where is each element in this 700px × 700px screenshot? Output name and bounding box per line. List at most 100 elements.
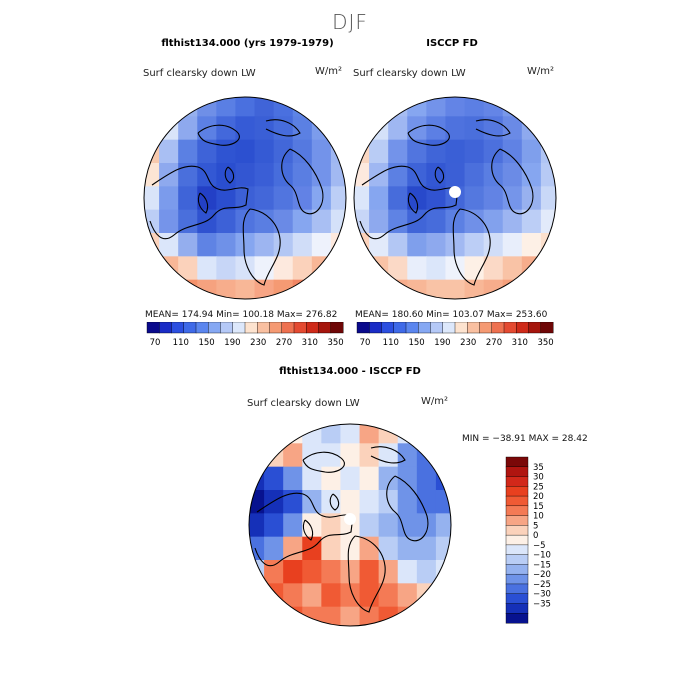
map-cell bbox=[311, 209, 332, 234]
map-cell bbox=[397, 606, 418, 626]
coastline bbox=[407, 192, 419, 214]
map-cell bbox=[254, 186, 275, 211]
map-cell bbox=[283, 583, 303, 608]
map-cell bbox=[426, 116, 447, 141]
map-cell bbox=[521, 279, 542, 299]
map-cell bbox=[249, 466, 265, 491]
coastline bbox=[386, 475, 429, 542]
colorbar-swatch bbox=[491, 322, 505, 334]
colorbar-swatch bbox=[244, 322, 258, 334]
coastline bbox=[370, 446, 406, 464]
map-cell bbox=[426, 279, 447, 299]
map-cell bbox=[407, 209, 427, 234]
map-cell bbox=[388, 209, 408, 234]
map-cell bbox=[249, 424, 265, 444]
colorbar-label: 25 bbox=[533, 482, 544, 492]
map-cell bbox=[369, 139, 389, 164]
map-cell bbox=[330, 97, 346, 117]
colorbar-swatch bbox=[505, 544, 529, 556]
colorbar-swatch bbox=[505, 583, 529, 595]
map-cell bbox=[283, 424, 303, 444]
map-cell bbox=[321, 424, 342, 444]
map-cell bbox=[445, 279, 466, 299]
map-cell bbox=[397, 513, 418, 538]
map-cell bbox=[197, 139, 217, 164]
map-cell bbox=[216, 256, 237, 281]
map-cell bbox=[464, 139, 485, 164]
map-cell bbox=[283, 513, 303, 538]
map-cell bbox=[254, 279, 275, 299]
map-cell bbox=[521, 139, 542, 164]
map-cell bbox=[369, 256, 389, 281]
season-title: DJF bbox=[332, 10, 368, 34]
map-cell bbox=[292, 233, 313, 257]
colorbar-swatch bbox=[257, 322, 271, 334]
colorbar-label: −5 bbox=[533, 541, 546, 551]
map-cell bbox=[407, 256, 427, 281]
map-cell bbox=[235, 116, 256, 141]
panel-1-title: flthist134.000 (yrs 1979-1979) bbox=[161, 38, 334, 49]
map-cell bbox=[369, 209, 389, 234]
map-cell bbox=[292, 279, 313, 299]
map-cell bbox=[540, 139, 556, 164]
map-cell bbox=[159, 186, 179, 211]
panel-1-stats: MEAN= 174.94 Min= 100.18 Max= 276.82 bbox=[145, 310, 338, 320]
colorbar-label: 110 bbox=[383, 338, 399, 348]
map-cell bbox=[292, 209, 313, 234]
panel-3-polar-map bbox=[248, 423, 452, 627]
map-cell bbox=[378, 560, 399, 584]
colorbar-swatch bbox=[306, 322, 320, 334]
map-cell bbox=[359, 606, 380, 626]
map-cell bbox=[378, 466, 399, 491]
map-cell bbox=[216, 186, 237, 211]
map-cell bbox=[540, 186, 556, 211]
map-cell bbox=[264, 513, 284, 538]
panel-3-title: flthist134.000 - ISCCP FD bbox=[279, 366, 421, 377]
colorbar-swatch bbox=[528, 322, 542, 334]
colorbar-swatch bbox=[281, 322, 295, 334]
map-cell bbox=[216, 97, 237, 117]
map-cell bbox=[144, 163, 160, 187]
colorbar-swatch bbox=[220, 322, 234, 334]
panel-3-stats: MIN = −38.91 MAX = 28.42 bbox=[462, 434, 588, 444]
map-cell bbox=[435, 466, 451, 491]
map-cell bbox=[159, 279, 179, 299]
map-cell bbox=[178, 209, 198, 234]
map-cell bbox=[407, 139, 427, 164]
coastline bbox=[197, 124, 240, 146]
map-cell bbox=[302, 443, 322, 468]
colorbar-swatch bbox=[171, 322, 185, 334]
map-cell bbox=[521, 256, 542, 281]
map-cell bbox=[178, 279, 198, 299]
map-cell bbox=[159, 97, 179, 117]
map-cell bbox=[321, 536, 342, 561]
map-cell bbox=[407, 97, 427, 117]
map-cell bbox=[464, 116, 485, 141]
map-cell bbox=[159, 139, 179, 164]
colorbar-swatch bbox=[269, 322, 283, 334]
colorbar-swatch bbox=[356, 322, 370, 334]
colorbar-swatch bbox=[503, 322, 517, 334]
map-cell bbox=[540, 97, 556, 117]
map-cell bbox=[426, 209, 447, 234]
coastline bbox=[149, 165, 249, 240]
map-cell bbox=[445, 163, 466, 187]
map-cell bbox=[321, 443, 342, 468]
panel-2-polar-map bbox=[353, 96, 557, 300]
colorbar-label: 270 bbox=[486, 338, 502, 348]
map-cell bbox=[521, 209, 542, 234]
colorbar-swatch bbox=[479, 322, 493, 334]
coastline bbox=[302, 519, 314, 541]
map-cell bbox=[330, 186, 346, 211]
panel-3-units: W/m² bbox=[421, 396, 449, 407]
map-cell bbox=[416, 560, 437, 584]
map-cell bbox=[483, 256, 504, 281]
map-cell bbox=[254, 233, 275, 257]
map-cell bbox=[254, 97, 275, 117]
colorbar-swatch bbox=[418, 322, 432, 334]
map-cell bbox=[483, 233, 504, 257]
map-cell bbox=[178, 116, 198, 141]
coastline bbox=[491, 148, 534, 215]
colorbar-label: 30 bbox=[533, 473, 544, 483]
